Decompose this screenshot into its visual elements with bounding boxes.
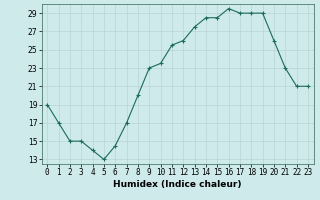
X-axis label: Humidex (Indice chaleur): Humidex (Indice chaleur) bbox=[113, 180, 242, 189]
